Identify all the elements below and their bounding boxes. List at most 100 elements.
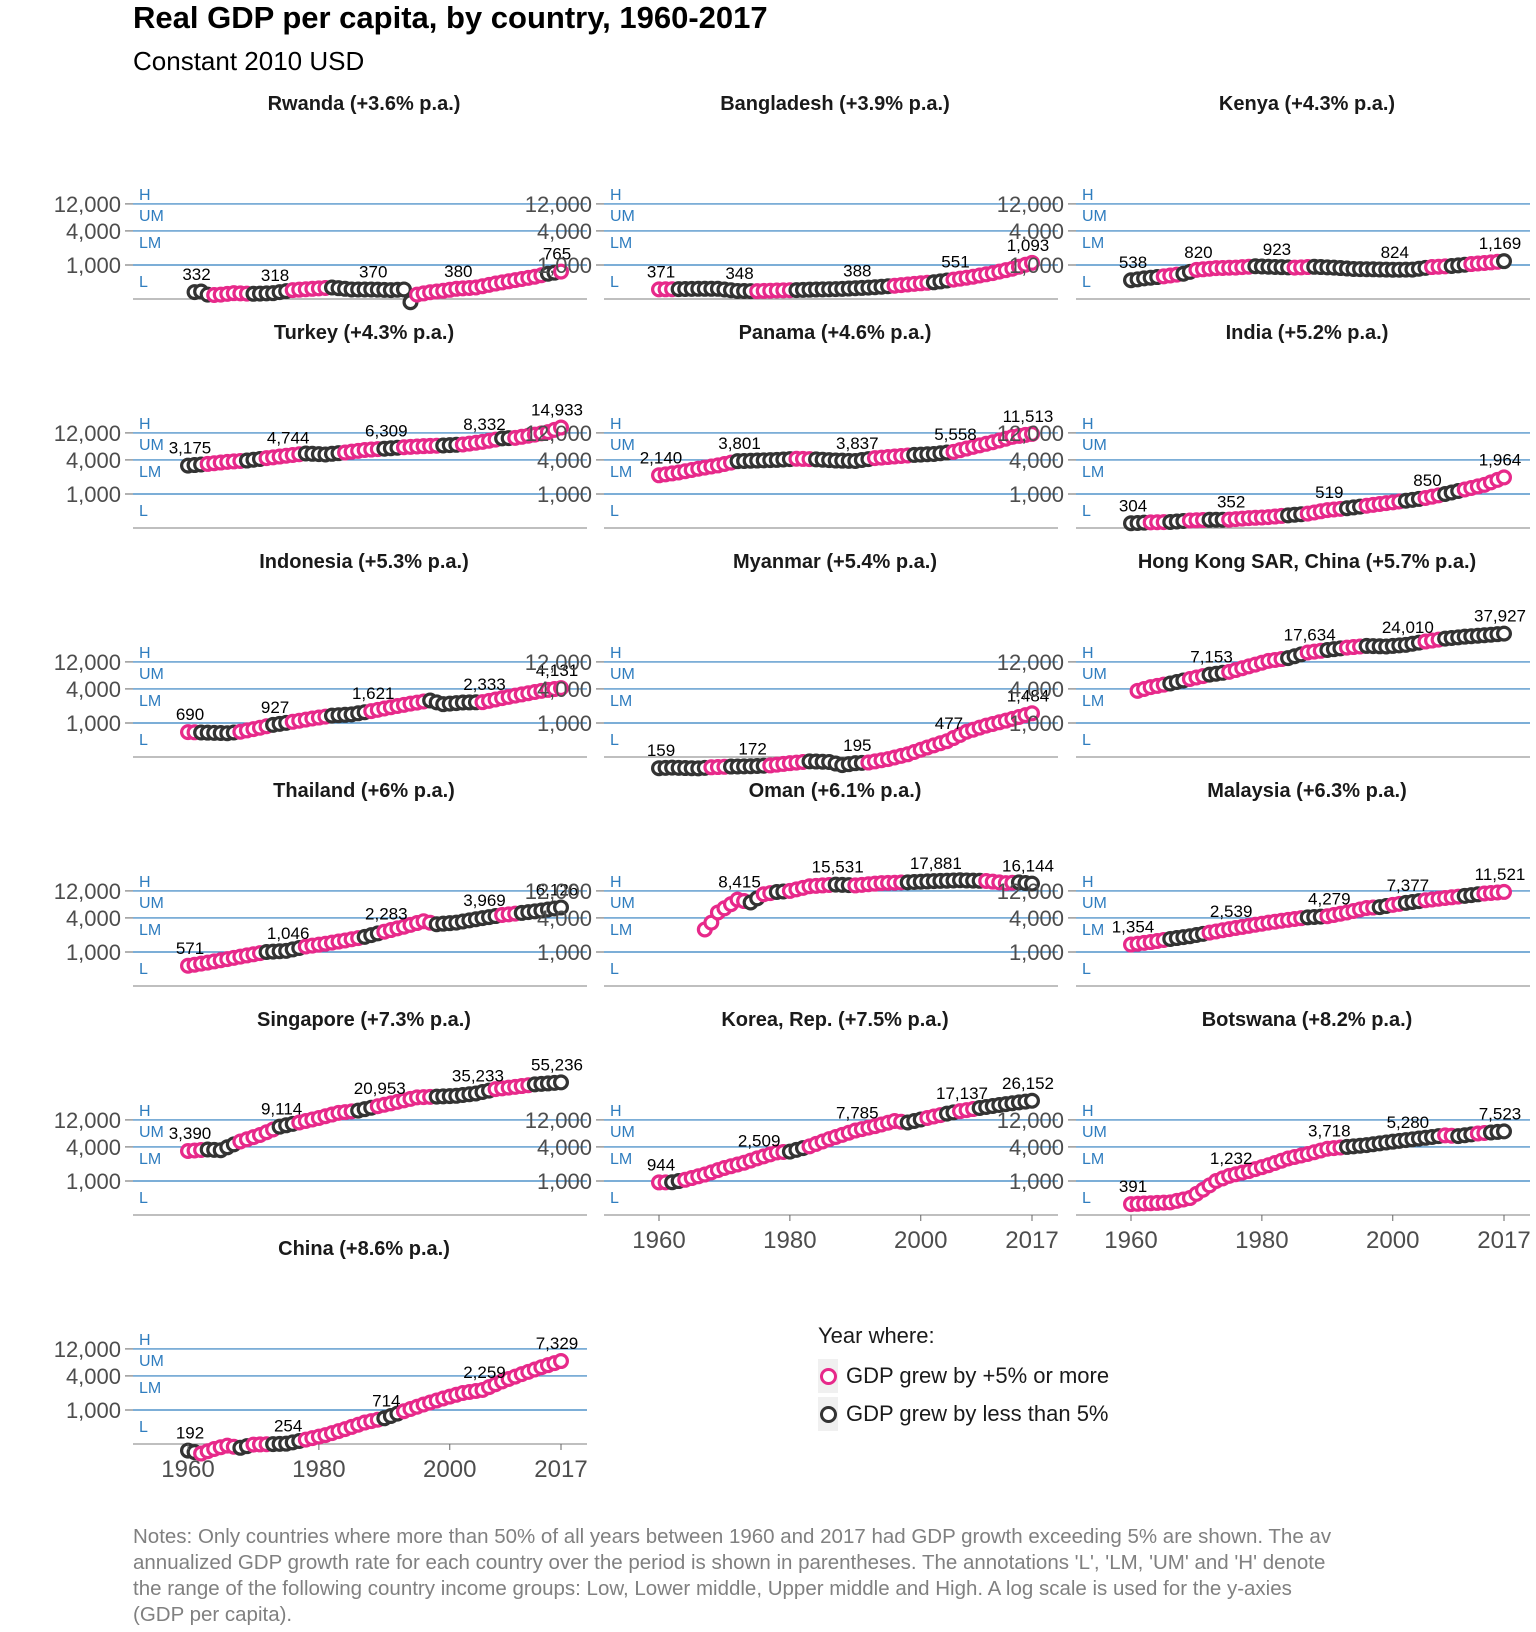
value-annotation: 159 xyxy=(647,741,675,760)
y-tick-label: 4,000 xyxy=(66,1364,121,1389)
y-tick-label: 12,000 xyxy=(997,1108,1064,1133)
income-group-label: L xyxy=(610,961,619,978)
y-tick-label: 12,000 xyxy=(54,192,121,217)
value-annotation: 5,558 xyxy=(934,425,977,444)
income-group-label: H xyxy=(1082,416,1094,433)
data-point xyxy=(553,899,570,916)
value-annotation: 17,137 xyxy=(936,1084,988,1103)
panel-title: Hong Kong SAR, China (+5.7% p.a.) xyxy=(1138,551,1476,573)
value-annotation: 7,785 xyxy=(836,1104,879,1123)
value-annotation: 20,953 xyxy=(354,1079,406,1098)
panel-title: Kenya (+4.3% p.a.) xyxy=(1219,93,1395,115)
income-group-label: UM xyxy=(139,895,164,912)
value-annotation: 5,280 xyxy=(1387,1113,1430,1132)
value-annotation: 370 xyxy=(359,262,387,281)
y-tick-label: 1,000 xyxy=(537,1169,592,1194)
value-annotation: 37,927 xyxy=(1474,607,1526,626)
y-tick-label: 12,000 xyxy=(997,650,1064,675)
income-group-label: UM xyxy=(139,666,164,683)
x-tick-label: 1980 xyxy=(292,1456,345,1483)
income-group-label: LM xyxy=(139,464,161,481)
y-tick-label: 4,000 xyxy=(1009,219,1064,244)
y-tick-label: 4,000 xyxy=(1009,906,1064,931)
value-annotation: 318 xyxy=(261,266,289,285)
y-tick-label: 1,000 xyxy=(1009,253,1064,278)
value-annotation: 2,259 xyxy=(463,1363,506,1382)
value-annotation: 551 xyxy=(941,253,969,272)
chart-subtitle: Constant 2010 USD xyxy=(133,46,365,76)
income-group-label: LM xyxy=(1082,922,1104,939)
y-tick-label: 12,000 xyxy=(54,421,121,446)
y-tick-label: 4,000 xyxy=(1009,677,1064,702)
income-group-label: L xyxy=(610,503,619,520)
panel-title: Korea, Rep. (+7.5% p.a.) xyxy=(721,1009,948,1031)
income-group-label: H xyxy=(1082,874,1094,891)
value-annotation: 35,233 xyxy=(452,1066,504,1085)
income-group-label: L xyxy=(139,732,148,749)
income-group-label: L xyxy=(139,503,148,520)
value-annotation: 7,377 xyxy=(1387,876,1430,895)
income-group-label: UM xyxy=(139,1353,164,1370)
value-annotation: 6,126 xyxy=(536,880,579,899)
value-annotation: 17,634 xyxy=(1284,625,1336,644)
value-annotation: 8,332 xyxy=(463,415,506,434)
value-annotation: 2,283 xyxy=(365,905,408,924)
value-annotation: 1,169 xyxy=(1479,234,1522,253)
y-tick-label: 4,000 xyxy=(537,1135,592,1160)
y-tick-label: 4,000 xyxy=(66,448,121,473)
x-tick-label: 1980 xyxy=(763,1227,816,1254)
panel-title: China (+8.6% p.a.) xyxy=(278,1238,450,1260)
y-tick-label: 12,000 xyxy=(54,650,121,675)
value-annotation: 3,837 xyxy=(836,434,879,453)
chart-notes: Notes: Only countries where more than 50… xyxy=(133,1525,1332,1626)
y-tick-label: 4,000 xyxy=(537,219,592,244)
value-annotation: 3,969 xyxy=(463,891,506,910)
income-group-label: H xyxy=(139,874,151,891)
value-annotation: 824 xyxy=(1381,243,1409,262)
income-group-label: H xyxy=(1082,645,1094,662)
value-annotation: 7,329 xyxy=(536,1334,579,1353)
data-point xyxy=(553,1074,570,1091)
value-annotation: 714 xyxy=(372,1391,400,1410)
value-annotation: 24,010 xyxy=(1382,618,1434,637)
panel-title: India (+5.2% p.a.) xyxy=(1226,322,1389,344)
y-tick-label: 4,000 xyxy=(537,906,592,931)
income-group-label: UM xyxy=(610,208,635,225)
income-group-label: UM xyxy=(610,666,635,683)
panel-hong-kong-sar-china: Hong Kong SAR, China (+5.7% p.a.) 1,000 4,… xyxy=(997,551,1530,758)
income-group-label: LM xyxy=(610,464,632,481)
value-annotation: 172 xyxy=(738,739,766,758)
y-tick-label: 12,000 xyxy=(525,421,592,446)
data-point xyxy=(1496,469,1513,486)
income-group-label: LM xyxy=(1082,693,1104,710)
panel-title: Malaysia (+6.3% p.a.) xyxy=(1207,780,1407,802)
panel-title: Thailand (+6% p.a.) xyxy=(273,780,455,802)
y-tick-label: 12,000 xyxy=(525,879,592,904)
y-tick-label: 1,000 xyxy=(66,253,121,278)
value-annotation: 55,236 xyxy=(531,1055,583,1074)
legend-title: Year where: xyxy=(818,1323,935,1348)
y-tick-label: 1,000 xyxy=(537,482,592,507)
y-tick-label: 12,000 xyxy=(525,650,592,675)
value-annotation: 477 xyxy=(935,714,963,733)
y-tick-label: 12,000 xyxy=(997,421,1064,446)
data-point xyxy=(553,419,570,436)
income-group-label: H xyxy=(610,874,622,891)
income-group-label: L xyxy=(1082,732,1091,749)
y-tick-label: 12,000 xyxy=(54,1108,121,1133)
value-annotation: 850 xyxy=(1413,471,1441,490)
income-group-label: LM xyxy=(610,1151,632,1168)
value-annotation: 2,539 xyxy=(1210,902,1253,921)
income-group-label: UM xyxy=(1082,1124,1107,1141)
value-annotation: 944 xyxy=(647,1155,675,1174)
panel-korea-rep: Korea, Rep. (+7.5% p.a.) 1,000 4,00012,000… xyxy=(525,1009,1059,1254)
income-group-label: UM xyxy=(610,437,635,454)
income-group-label: UM xyxy=(1082,666,1107,683)
y-tick-label: 1,000 xyxy=(66,482,121,507)
